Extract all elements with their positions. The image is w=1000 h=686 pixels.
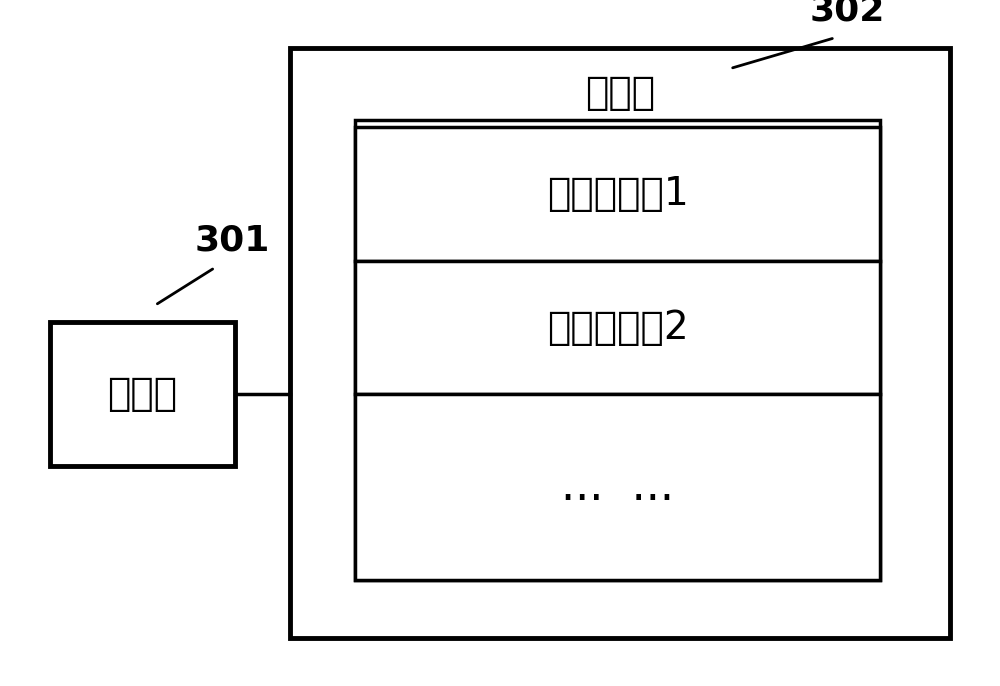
Text: 计算机程切1: 计算机程切1: [547, 175, 688, 213]
Text: 存储器: 存储器: [585, 73, 655, 112]
Bar: [50, 322, 235, 466]
Text: 处理器: 处理器: [107, 375, 178, 414]
Text: 计算机程切2: 计算机程切2: [547, 309, 688, 346]
Bar: [355, 127, 880, 261]
Text: ...  ...: ... ...: [561, 466, 674, 508]
Bar: [355, 261, 880, 394]
Bar: [290, 48, 950, 638]
Text: 301: 301: [195, 223, 270, 257]
Text: 302: 302: [810, 0, 885, 27]
Bar: [355, 120, 880, 580]
Bar: [355, 394, 880, 580]
